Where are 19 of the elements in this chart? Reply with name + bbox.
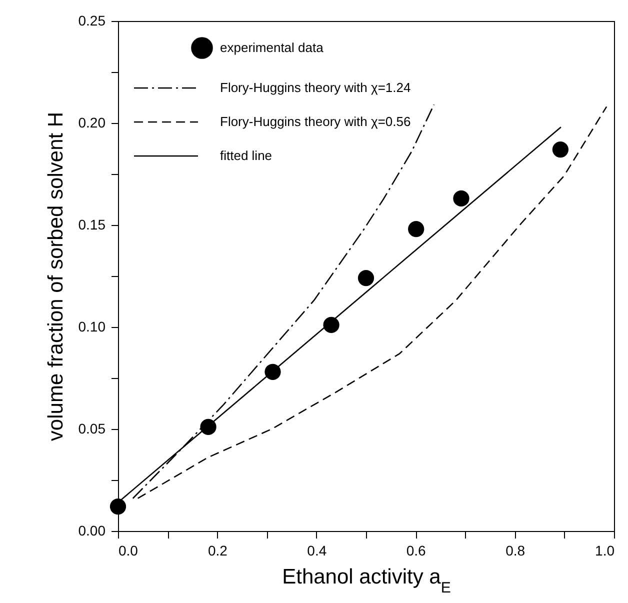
x-tick-label: 1.0 [595, 542, 615, 558]
legend-label: Flory-Huggins theory with χ=1.24 [220, 80, 411, 95]
x-tick-label: 0.6 [406, 542, 426, 558]
y-tick-label: 0.05 [78, 420, 106, 436]
y-tick-label: 0.20 [78, 114, 106, 130]
legend-label: Flory-Huggins theory with χ=0.56 [220, 114, 411, 129]
x-axis-title: Ethanol activity a$_{E}$ [282, 566, 451, 596]
x-tick-label: 0.4 [307, 542, 327, 558]
y-tick-label: 0.10 [78, 318, 106, 334]
x-tick-label: 0.0 [118, 542, 138, 558]
x-tick-label: 0.8 [506, 542, 526, 558]
legend-label: fitted line [220, 148, 272, 163]
y-tick-label: 0.15 [78, 216, 106, 232]
x-tick-label: 0.2 [208, 542, 228, 558]
y-tick-label: 0.00 [78, 522, 106, 538]
y-tick-label: 0.25 [78, 12, 106, 28]
legend-label: experimental data [220, 40, 324, 55]
line-series [137, 106, 608, 500]
y-axis-title: volume fraction of sorbed solvent H [44, 112, 68, 442]
